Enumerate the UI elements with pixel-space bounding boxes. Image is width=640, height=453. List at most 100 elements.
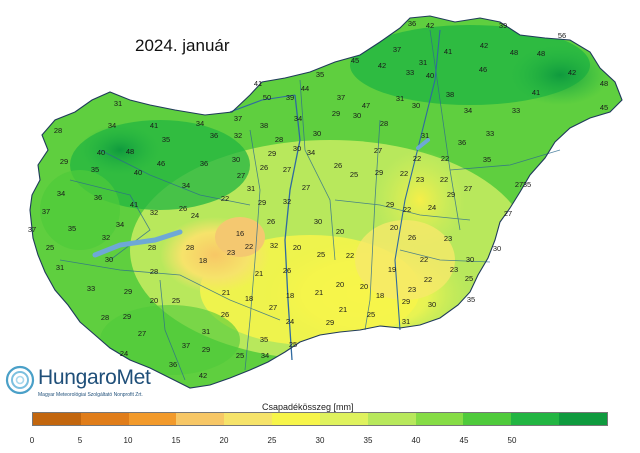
station-value: 41 (444, 47, 452, 56)
station-value: 26 (283, 266, 291, 275)
legend-tick-label: 15 (171, 436, 181, 445)
station-value: 42 (568, 68, 576, 77)
station-value: 27 (504, 209, 512, 218)
station-value: 35 (260, 335, 268, 344)
station-value: 22 (441, 154, 449, 163)
station-value: 33 (406, 68, 414, 77)
station-value: 22 (440, 175, 448, 184)
station-value: 28 (148, 243, 156, 252)
station-value: 23 (416, 175, 424, 184)
legend-swatch (367, 413, 416, 425)
station-value: 30 (293, 144, 301, 153)
station-value: 22 (245, 242, 253, 251)
station-value: 33 (512, 106, 520, 115)
legend-swatch (319, 413, 368, 425)
station-value: 24 (286, 317, 294, 326)
legend-tick-label: 5 (77, 436, 83, 445)
station-value: 26 (267, 217, 275, 226)
station-value: 31 (402, 317, 410, 326)
legend-swatch (511, 413, 560, 425)
station-value: 32 (150, 208, 158, 217)
station-value: 40 (97, 148, 105, 157)
station-value: 20 (390, 223, 398, 232)
station-value: 31 (247, 184, 255, 193)
station-value: 28 (54, 126, 62, 135)
station-value: 29 (332, 109, 340, 118)
station-value: 35 (162, 135, 170, 144)
station-value: 44 (301, 84, 309, 93)
station-value: 24 (191, 211, 199, 220)
station-value: 27 (302, 183, 310, 192)
station-value: 25 (465, 274, 473, 283)
station-value: 38 (260, 121, 268, 130)
legend-swatch (176, 413, 225, 425)
station-value: 29 (268, 149, 276, 158)
station-value: 26 (221, 310, 229, 319)
country-outline (29, 15, 623, 389)
station-value: 50 (263, 93, 271, 102)
station-value: 39 (286, 93, 294, 102)
station-value: 42 (378, 61, 386, 70)
station-value: 16 (236, 229, 244, 238)
legend-tick-label: 40 (411, 436, 421, 445)
station-value: 28 (101, 313, 109, 322)
station-value: 27 (283, 165, 291, 174)
station-value: 22 (424, 275, 432, 284)
station-value: 26 (408, 233, 416, 242)
station-value: 33 (486, 129, 494, 138)
station-value: 35 (467, 295, 475, 304)
station-value: 29 (402, 297, 410, 306)
precipitation-map: 36 42 39 37 42 56 41 48 48 31 45 42 33 40 46 42 35 48 41 44… (28, 15, 623, 389)
station-value: 42 (199, 371, 207, 380)
station-value: 34 (294, 114, 302, 123)
station-value: 35 (523, 180, 531, 189)
station-value: 42 (426, 21, 434, 30)
station-value: 31 (56, 263, 64, 272)
station-value: 36 (458, 138, 466, 147)
station-value: 34 (182, 181, 190, 190)
station-value: 26 (260, 163, 268, 172)
station-value: 31 (202, 327, 210, 336)
station-value: 18 (245, 294, 253, 303)
station-value: 38 (446, 90, 454, 99)
station-value: 29 (447, 190, 455, 199)
station-value: 25 (317, 250, 325, 259)
station-value: 25 (350, 170, 358, 179)
logo-name: HungaroMet (38, 366, 151, 389)
station-value: 25 (236, 351, 244, 360)
station-value: 34 (116, 220, 124, 229)
station-value: 21 (315, 288, 323, 297)
station-value: 56 (558, 31, 566, 40)
station-value: 20 (150, 296, 158, 305)
station-value: 20 (336, 280, 344, 289)
hungaromet-logo: HungaroMet Magyar Meteorológiai Szolgált… (4, 360, 204, 410)
station-value: 30 (232, 155, 240, 164)
station-value: 37 (28, 225, 36, 234)
station-value: 34 (196, 119, 204, 128)
station-value: 24 (428, 203, 436, 212)
station-value: 27 (269, 303, 277, 312)
station-value: 26 (334, 161, 342, 170)
station-value: 48 (600, 79, 608, 88)
station-value: 25 (289, 340, 297, 349)
station-value: 34 (108, 121, 116, 130)
station-value: 32 (270, 241, 278, 250)
station-value: 39 (499, 21, 507, 30)
station-value: 29 (375, 168, 383, 177)
station-value: 35 (91, 165, 99, 174)
station-value: 42 (480, 41, 488, 50)
station-value: 28 (380, 119, 388, 128)
station-value: 36 (169, 360, 177, 369)
station-value: 37 (234, 114, 242, 123)
station-value: 30 (353, 111, 361, 120)
station-value: 27 (237, 171, 245, 180)
station-value: 41 (254, 79, 262, 88)
station-value: 36 (210, 131, 218, 140)
tisza-river (394, 29, 441, 331)
legend-swatch (128, 413, 177, 425)
station-value: 30 (428, 300, 436, 309)
station-value: 28 (186, 243, 194, 252)
station-value: 25 (172, 296, 180, 305)
station-value: 31 (419, 58, 427, 67)
legend-swatch (463, 413, 512, 425)
